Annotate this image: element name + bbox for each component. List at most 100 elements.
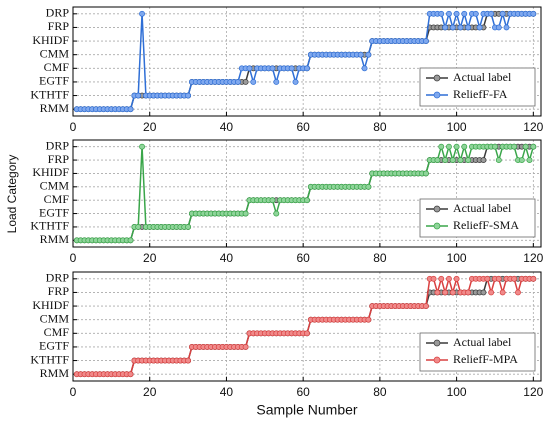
y-tick-label: CMF — [44, 192, 70, 206]
data-point — [185, 223, 192, 230]
data-point — [365, 183, 372, 190]
y-tick-label: KHIDF — [32, 298, 69, 312]
x-tick-label: 0 — [70, 385, 77, 399]
data-point — [304, 330, 310, 337]
plot-frame — [72, 271, 542, 382]
y-tick-label: FRP — [48, 152, 70, 166]
data-point — [242, 343, 249, 350]
data-point — [522, 143, 529, 150]
data-point — [365, 316, 372, 323]
data-point — [242, 78, 249, 85]
data-point — [526, 157, 533, 164]
data-point — [438, 275, 445, 282]
data-point — [511, 275, 518, 282]
x-tick-label: 120 — [523, 251, 543, 265]
y-tick-label: KHIDF — [32, 165, 69, 179]
y-tick-label: KTHTF — [30, 219, 69, 233]
data-point — [127, 371, 134, 378]
x-tick-label: 80 — [373, 251, 387, 265]
data-point — [246, 65, 253, 72]
data-point — [457, 24, 464, 31]
data-point — [495, 24, 502, 31]
data-point — [442, 289, 449, 296]
data-point — [430, 275, 437, 282]
data-point — [453, 10, 460, 17]
data-point — [488, 289, 495, 296]
data-point — [288, 65, 295, 72]
data-point — [503, 24, 510, 31]
x-axis-label: Sample Number — [256, 402, 357, 418]
data-point — [365, 51, 372, 58]
x-tick-label: 20 — [143, 120, 157, 134]
data-point — [518, 157, 525, 164]
x-tick-label: 20 — [143, 385, 157, 399]
y-tick-label: RMM — [40, 232, 70, 246]
y-tick-label: KTHTF — [30, 87, 69, 101]
data-point — [235, 78, 241, 85]
y-tick-label: CMF — [44, 60, 70, 74]
data-point — [492, 143, 498, 150]
y-tick-label: KHIDF — [32, 33, 69, 47]
x-tick-label: 20 — [143, 251, 157, 265]
x-tick-label: 60 — [296, 120, 310, 134]
data-point — [269, 65, 276, 72]
legend-marker — [433, 74, 441, 82]
data-point — [434, 289, 441, 296]
plot-frame — [72, 6, 542, 117]
y-tick-label: CMM — [40, 311, 70, 325]
legend-label: ReliefF-MPA — [453, 352, 518, 366]
y-tick-label: KTHTF — [30, 352, 69, 366]
legend-marker — [433, 91, 441, 99]
data-point — [292, 78, 299, 85]
data-point — [422, 38, 429, 45]
data-point — [465, 157, 472, 164]
y-axis-label: Load Category — [5, 155, 19, 234]
data-point — [472, 10, 479, 17]
data-point — [250, 78, 257, 85]
data-point — [434, 157, 441, 164]
x-tick-label: 40 — [220, 385, 234, 399]
legend-box — [419, 67, 536, 107]
data-point — [530, 10, 537, 17]
y-tick-label: EGTF — [39, 339, 69, 353]
x-tick-label: 0 — [70, 251, 77, 265]
data-point — [480, 157, 487, 164]
data-point — [530, 275, 537, 282]
legend-label: Actual label — [453, 70, 512, 84]
legend-marker — [433, 339, 441, 347]
data-point — [480, 289, 487, 296]
data-point — [499, 10, 506, 17]
data-point — [530, 143, 537, 150]
data-point — [185, 92, 192, 99]
y-tick-label: DRP — [46, 138, 70, 152]
data-point — [269, 197, 276, 204]
data-point — [449, 157, 456, 164]
data-point — [461, 143, 468, 150]
legend-marker — [433, 222, 441, 230]
data-point — [442, 24, 449, 31]
data-point — [484, 275, 491, 282]
data-point — [445, 143, 452, 150]
data-point — [304, 65, 310, 72]
y-tick-label: RMM — [40, 366, 70, 380]
data-point — [465, 24, 472, 31]
y-tick-label: EGTF — [39, 74, 69, 88]
y-tick-label: FRP — [48, 19, 70, 33]
x-tick-label: 40 — [220, 120, 234, 134]
legend-box — [419, 198, 536, 238]
data-point — [453, 143, 460, 150]
x-tick-label: 40 — [220, 251, 234, 265]
data-point — [445, 10, 452, 17]
y-tick-label: FRP — [48, 284, 70, 298]
data-point — [422, 303, 429, 310]
data-point — [135, 92, 142, 99]
data-point — [422, 170, 429, 177]
data-point — [457, 157, 464, 164]
x-tick-label: 120 — [523, 120, 543, 134]
y-tick-label: CMM — [40, 46, 70, 60]
data-point — [438, 143, 445, 150]
data-point — [442, 157, 449, 164]
x-tick-label: 100 — [447, 385, 467, 399]
x-tick-label: 100 — [447, 120, 467, 134]
